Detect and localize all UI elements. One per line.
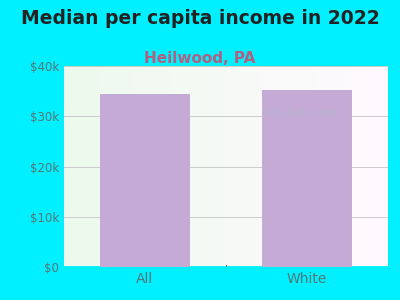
Text: Heilwood, PA: Heilwood, PA xyxy=(144,51,256,66)
Bar xyxy=(100,94,190,267)
Text: City-Data.com: City-Data.com xyxy=(264,108,338,118)
Bar xyxy=(262,90,352,267)
Text: Median per capita income in 2022: Median per capita income in 2022 xyxy=(21,9,379,28)
